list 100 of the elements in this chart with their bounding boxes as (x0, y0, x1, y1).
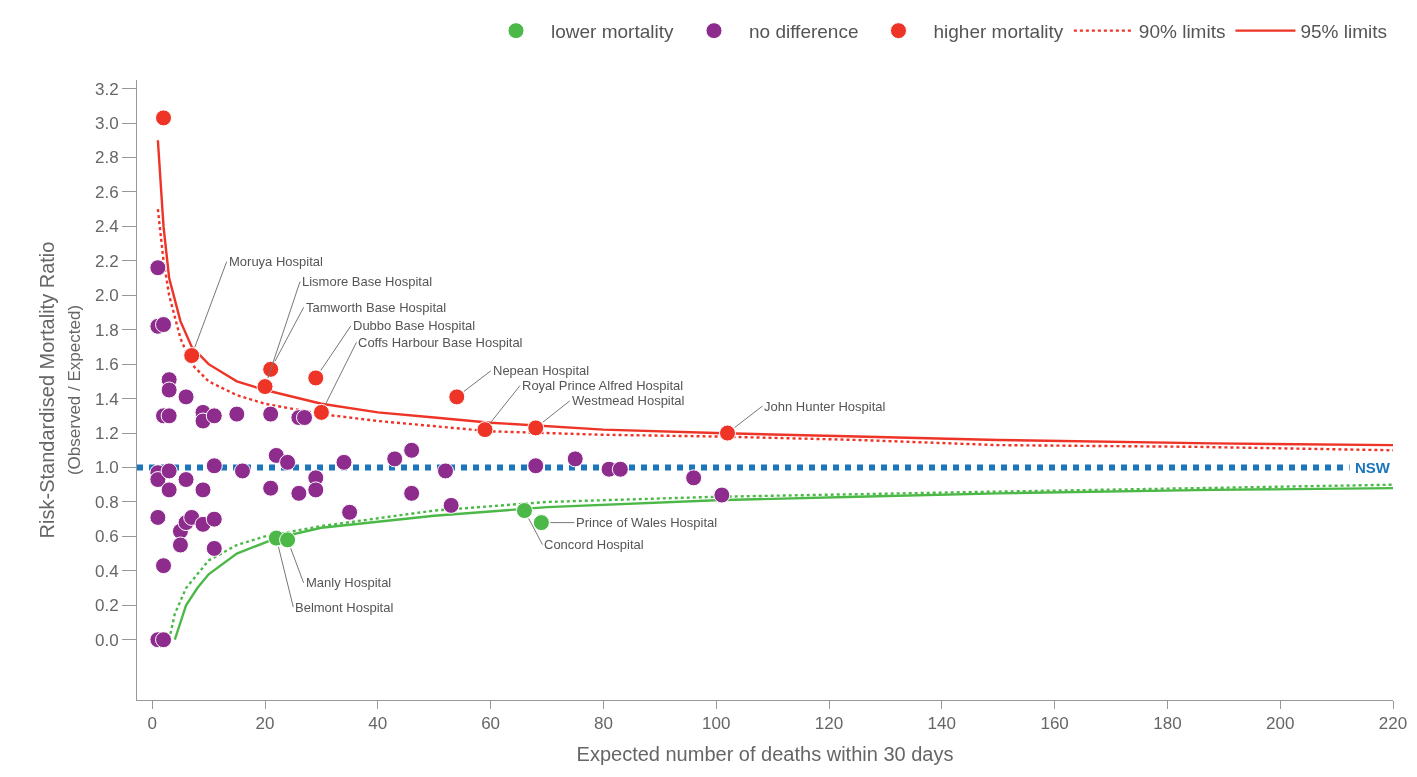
point (228, 405, 246, 423)
point (177, 388, 195, 406)
point (515, 502, 533, 520)
y-tick-label: 2.8 (94, 148, 119, 168)
y-tick-label: 3.0 (94, 114, 119, 134)
y-tick-label: 2.6 (94, 182, 119, 202)
annotation: John Hunter Hospital (764, 399, 886, 414)
point (296, 409, 313, 427)
y-axis-title: Risk-Standardised Mortality Ratio (Observed / Expected) (36, 241, 85, 539)
point (335, 453, 353, 471)
y-tick-label: 0.0 (94, 630, 119, 650)
annotation: Coffs Harbour Base Hospital (358, 335, 523, 350)
x-tick-label: 40 (368, 714, 388, 734)
annotation: Westmead Hospital (572, 393, 685, 408)
point (448, 388, 466, 406)
point (262, 479, 280, 497)
point (160, 381, 178, 399)
point (341, 503, 359, 521)
y-tick-label: 1.2 (94, 424, 119, 444)
y-tick-label: 1.8 (94, 320, 119, 340)
annotation: Dubbo Base Hospital (353, 318, 476, 333)
point (279, 531, 297, 549)
x-tick-label: 140 (927, 714, 956, 734)
legend-label: no difference (748, 21, 859, 43)
line-series (156, 139, 1393, 447)
x-tick-label: 0 (147, 714, 157, 734)
legend-label: lower mortality (551, 21, 674, 43)
annotation: Royal Prince Alfred Hospital (522, 378, 684, 393)
legend-label: higher mortality (933, 21, 1064, 43)
point (403, 441, 421, 459)
point (532, 514, 550, 532)
y-tick-label: 3.2 (94, 79, 119, 99)
point (685, 469, 703, 487)
legend-label: 90% limits (1138, 21, 1226, 43)
point (403, 484, 421, 502)
point (160, 462, 178, 480)
point (262, 405, 280, 423)
point (307, 369, 325, 387)
annotation: Nepean Hospital (493, 363, 590, 378)
x-tick-label: 180 (1153, 714, 1182, 734)
point (527, 457, 545, 475)
point (149, 508, 167, 526)
y-tick-label: 1.6 (94, 355, 119, 375)
point (279, 453, 297, 471)
point (307, 481, 325, 499)
y-tick-label: 1.0 (94, 458, 119, 478)
point (160, 481, 178, 499)
point (442, 496, 460, 514)
point (256, 378, 274, 396)
point (194, 481, 212, 499)
point (149, 471, 167, 489)
point (177, 471, 195, 489)
y-tick-label: 1.4 (94, 389, 119, 409)
point (713, 486, 731, 504)
point (476, 421, 494, 439)
y-tick-label: 0.8 (94, 492, 119, 512)
point (160, 407, 178, 425)
x-tick-label: 80 (593, 714, 613, 734)
point (719, 424, 736, 442)
point (527, 419, 545, 437)
point (155, 109, 173, 127)
point (205, 407, 223, 425)
x-tick-label: 100 (702, 714, 731, 734)
x-tick-label: 60 (481, 714, 501, 734)
point (205, 510, 223, 528)
x-tick-label: 220 (1378, 714, 1408, 734)
point (155, 557, 173, 575)
point (183, 347, 201, 365)
x-tick-label: 120 (814, 714, 844, 734)
annotation: Belmont Hospital (295, 600, 394, 615)
y-tick-label: 2.0 (94, 286, 119, 306)
point (566, 450, 584, 468)
point (290, 484, 308, 502)
x-axis-title: Expected number of deaths within 30 days (576, 742, 954, 765)
point (155, 631, 173, 649)
y-tick-label: 0.2 (94, 596, 119, 616)
ref-line-label: NSW (1355, 459, 1391, 476)
legend-label: 95% limits (1300, 21, 1388, 43)
x-tick-label: 20 (255, 714, 275, 734)
y-tick-label: 2.4 (94, 217, 119, 237)
point (312, 403, 330, 421)
point (262, 360, 280, 378)
y-tick-label: 2.2 (94, 251, 119, 271)
annotation: Manly Hospital (306, 575, 392, 590)
point (205, 457, 223, 475)
x-tick-label: 200 (1266, 714, 1295, 734)
annotation: Lismore Base Hospital (302, 274, 433, 289)
annotation: Prince of Wales Hospital (576, 515, 718, 530)
y-tick-label: 0.6 (94, 527, 119, 547)
y-tick-label: 0.4 (94, 561, 119, 581)
point (611, 460, 629, 478)
annotation: Concord Hospital (544, 537, 644, 552)
point (233, 462, 251, 480)
point (171, 536, 189, 554)
point (205, 539, 223, 557)
annotation: Tamworth Base Hospital (306, 300, 447, 315)
x-tick-label: 160 (1040, 714, 1069, 734)
point (386, 450, 404, 468)
point (437, 462, 454, 480)
annotation: Moruya Hospital (229, 254, 324, 269)
